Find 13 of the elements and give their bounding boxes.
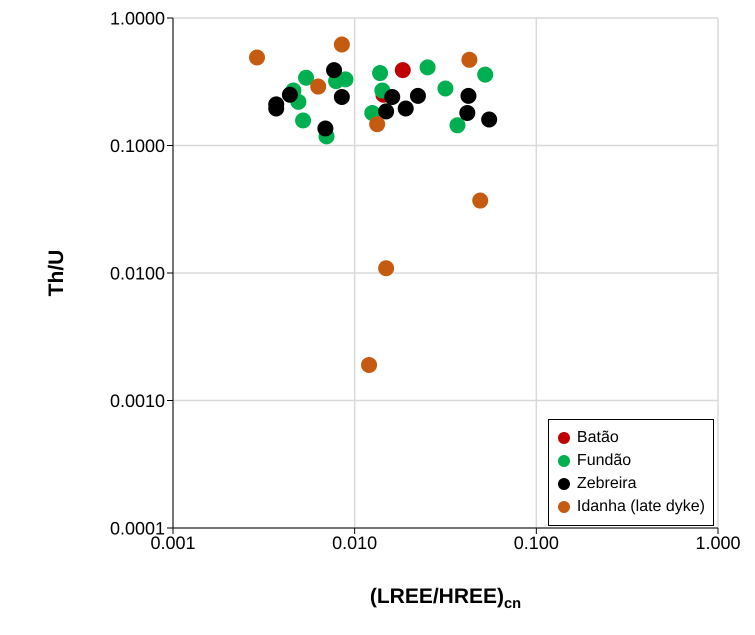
y-axis-title: Th/U xyxy=(45,250,68,296)
y-tick-label: 1.0000 xyxy=(110,8,165,28)
legend-label: Batão xyxy=(576,429,619,447)
legend-label: Idanha (late dyke) xyxy=(576,498,705,516)
y-tick-label: 0.1000 xyxy=(110,136,165,156)
x-axis-title: (LREE/HREE)$_{cn}$ xyxy=(370,585,522,612)
legend-label: Zebreira xyxy=(576,475,636,493)
x-tick-label: 0.100 xyxy=(514,532,559,553)
y-tick-label: 0.0010 xyxy=(110,390,165,411)
y-tick-label: 0.0100 xyxy=(110,263,165,284)
x-tick-label: 1.000 xyxy=(695,532,741,553)
x-tick-label: 0.010 xyxy=(332,532,378,553)
legend-label: Fundão xyxy=(576,452,632,470)
